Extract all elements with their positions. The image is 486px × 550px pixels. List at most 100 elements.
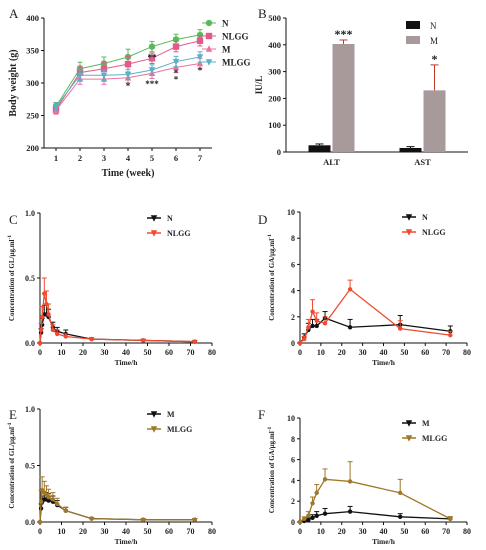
data-point [38,499,44,504]
data-point [301,336,307,342]
legend-marker [205,59,213,66]
x-axis-label: Time/h [372,358,396,367]
legend-marker [150,426,158,433]
y-axis-label-superscript: -1 [267,426,273,431]
data-point [124,71,132,79]
data-point [52,104,60,111]
series-line-n [299,317,451,344]
legend-marker [405,435,413,442]
legend-marker [405,420,413,427]
y-tick-label: 0.0 [25,518,35,527]
y-tick-label: 400 [268,40,281,50]
data-point [63,508,68,513]
significance-marker: * [174,74,179,84]
x-tick-label: 60 [421,527,429,536]
x-tick-label: 50 [144,348,152,357]
x-category-label: AST [414,157,431,167]
data-point [196,37,204,44]
data-point [55,331,60,337]
data-point [347,479,353,484]
y-tick-label: 1.0 [25,209,35,218]
data-point [322,511,328,516]
y-axis-label-text: Concentration of GL/μg.ml [8,239,16,321]
x-axis-label: Time (week) [102,168,155,179]
data-point [141,338,146,343]
y-tick-label: 0 [291,339,295,348]
legend-swatch-n [406,21,420,29]
legend-label: MLGG [167,425,192,434]
data-point [39,314,45,320]
data-point [196,59,204,67]
panel-f: F 0 2 4 6 8 10 0 10 20 30 40 50 60 70 80 Time/h Concentra… [258,407,471,546]
data-point [37,519,43,525]
bar-m-alt [332,43,355,152]
data-point [398,326,403,331]
data-point [347,509,353,514]
data-point [314,318,319,323]
data-point [124,60,132,68]
x-tick-label: 10 [58,527,66,536]
y-tick-label: 2 [291,497,295,506]
data-point [63,334,68,339]
panel-label-e: E [9,407,17,422]
data-point [148,67,156,74]
panel-label-d: D [258,212,267,227]
data-point [100,65,108,72]
x-tick-label: 0 [298,527,302,536]
x-tick-label: 60 [165,348,173,357]
series-mlgg [297,461,453,525]
y-tick-label: 2 [291,313,295,322]
x-tick-label: 7 [198,153,203,163]
data-point [50,497,56,502]
panel-c: C 0.0 0.5 1.0 0 10 20 30 40 50 60 70 80 Time/h Concent… [7,209,216,367]
panel-label-c: C [9,212,18,227]
x-tick-label: 20 [79,527,87,536]
y-axis-label-superscript: -1 [7,235,13,240]
y-tick-label: 250 [26,111,39,121]
y-axis-label: Concentration of GA/μg.ml-1 [267,234,276,321]
x-axis-label: Time/h [115,537,139,546]
y-tick-label: 300 [268,67,281,77]
data-point [141,517,146,522]
y-axis-label: IU/L [254,76,264,95]
data-point [322,321,328,326]
y-tick-label: 0.5 [25,274,35,283]
x-tick-label: 3 [102,153,106,163]
x-tick-label: 4 [126,153,131,163]
data-point [192,339,197,344]
data-point [55,501,60,507]
data-point [310,515,315,521]
x-tick-label: 20 [338,527,346,536]
data-point [89,336,94,342]
x-tick-label: 30 [359,527,367,536]
x-tick-label: 70 [187,527,195,536]
y-tick-label: 500 [268,13,281,23]
x-tick-label: 10 [317,348,325,357]
data-point [46,494,51,500]
significance-marker: ** [148,52,158,62]
y-tick-label: 4 [291,287,295,296]
x-tick-label: 60 [421,348,429,357]
y-axis-label: Concentration of GL/μg.ml-1 [7,235,16,321]
data-point [347,287,353,292]
series-mlgg [37,476,198,525]
data-point [314,490,319,496]
data-point [306,325,311,330]
y-axis-label-text: Concentration of GA/μg.ml [268,239,276,321]
y-tick-label: 0 [291,518,295,527]
significance-marker: * [174,68,179,78]
data-point [314,323,319,329]
data-point [42,291,47,296]
x-tick-label: 40 [122,348,130,357]
series-mlgg [52,51,204,112]
x-tick-label: 2 [78,153,82,163]
y-tick-label: 10 [287,208,295,217]
y-tick-label: 10 [287,414,295,423]
panel-e: E 0.0 0.5 1.0 0 10 20 30 40 50 60 70 80 Time/h Concent… [7,405,216,546]
x-tick-label: 30 [101,527,109,536]
y-tick-label: 4 [291,476,295,485]
x-axis-label: Time/h [372,537,396,546]
data-point [310,309,315,314]
panel-d: D 0 2 4 6 8 10 0 10 20 30 40 50 60 70 80 Time/h Concentra… [258,208,471,367]
